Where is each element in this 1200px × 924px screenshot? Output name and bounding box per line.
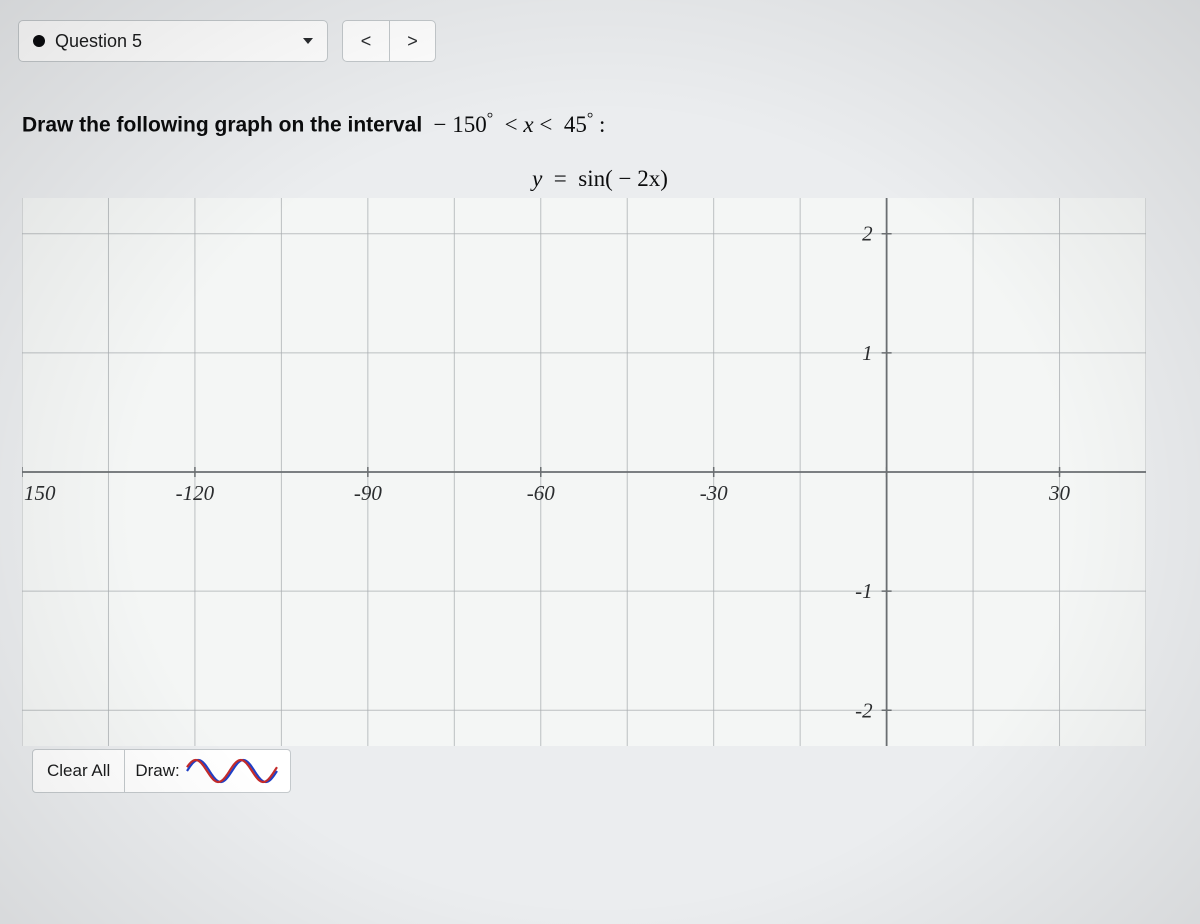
wave-tool-icon [186, 755, 278, 787]
toolbar: Question 5 < > [18, 20, 1182, 62]
svg-text:-60: -60 [527, 481, 555, 505]
bottom-tools: Clear All Draw: [32, 749, 1182, 793]
clear-all-button[interactable]: Clear All [32, 749, 125, 793]
svg-text:1: 1 [862, 341, 873, 365]
question-label: Question 5 [55, 31, 142, 52]
svg-text:-120: -120 [176, 481, 215, 505]
svg-text:2: 2 [862, 221, 873, 245]
draw-tool[interactable]: Draw: [125, 749, 290, 793]
prompt-text: Draw the following graph on the interval… [22, 110, 1182, 138]
prompt-lead: Draw the following graph on the interval [22, 114, 422, 137]
chevron-left-icon: < [361, 31, 372, 52]
chevron-down-icon [303, 38, 313, 44]
grid-svg: 150 -120 -90 -60 -30 30 1 2 -1 -2 [22, 198, 1146, 746]
graph-canvas[interactable]: 150 -120 -90 -60 -30 30 1 2 -1 -2 [22, 198, 1146, 751]
next-button[interactable]: > [389, 21, 435, 61]
equation-text: y = sin( − 2x) [18, 166, 1182, 192]
svg-text:-2: -2 [855, 698, 873, 722]
status-dot-icon [33, 35, 45, 47]
chevron-right-icon: > [407, 31, 418, 52]
svg-text:-30: -30 [700, 481, 728, 505]
draw-label: Draw: [135, 761, 179, 781]
svg-text:-90: -90 [354, 481, 382, 505]
svg-text:150: 150 [24, 481, 56, 505]
nav-pair: < > [342, 20, 436, 62]
svg-text:-1: -1 [855, 579, 873, 603]
svg-text:30: 30 [1048, 481, 1071, 505]
question-select[interactable]: Question 5 [18, 20, 328, 62]
prev-button[interactable]: < [343, 21, 389, 61]
